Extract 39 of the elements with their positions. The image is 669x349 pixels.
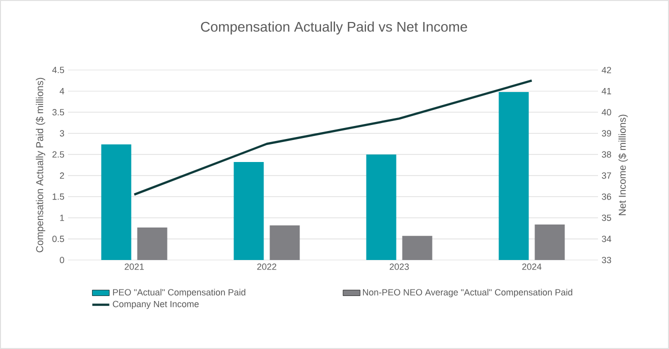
y-tick-label: 2 (60, 172, 64, 179)
y2-tick-label: 39 (602, 130, 612, 137)
y-axis-title: Compensation Actually Paid ($ millions) (36, 78, 46, 252)
y2-tick-label: 36 (602, 193, 612, 200)
y-tick-label: 4 (60, 88, 64, 94)
y2-axis-title: Net Income ($ millions) (618, 114, 628, 216)
y-tick-label: 1.5 (52, 194, 64, 200)
y-tick-label: 3.5 (52, 109, 64, 116)
bar (234, 162, 264, 260)
y-tick-label: 2.5 (52, 151, 64, 158)
y2-tick-label: 40 (602, 109, 612, 116)
x-tick-label: 2023 (390, 264, 409, 270)
legend-label: PEO "Actual" Compensation Paid (113, 288, 246, 298)
y2-tick-label: 33 (602, 256, 612, 264)
y-tick-label: 3 (60, 130, 64, 137)
legend-label: Company Net Income (112, 300, 199, 309)
legend-label: Non-PEO NEO Average "Actual" Compensation Paid (362, 288, 572, 298)
y2-tick-label: 35 (602, 214, 612, 221)
y2-tick-label: 37 (602, 172, 612, 179)
y2-tick-label: 38 (602, 151, 612, 158)
bar (402, 236, 432, 260)
y2-tick-label: 34 (602, 236, 612, 242)
y-tick-label: 0.5 (52, 236, 64, 242)
x-tick-label: 2022 (257, 264, 276, 270)
bar (270, 225, 300, 260)
x-tick-label: 2021 (124, 264, 144, 270)
bar (137, 227, 168, 260)
bar (101, 144, 132, 260)
y-tick-label: 1 (60, 214, 64, 221)
x-tick-label: 2024 (522, 264, 542, 270)
line-series (133, 79, 533, 196)
bar (366, 154, 396, 260)
y2-tick-label: 42 (602, 66, 612, 74)
y-tick-label: 0 (60, 256, 64, 264)
y-tick-label: 4.5 (52, 66, 64, 74)
bar (534, 224, 565, 260)
bar (498, 92, 529, 260)
chart-title: Compensation Actually Paid vs Net Income (200, 21, 468, 34)
y2-tick-label: 41 (602, 88, 612, 94)
